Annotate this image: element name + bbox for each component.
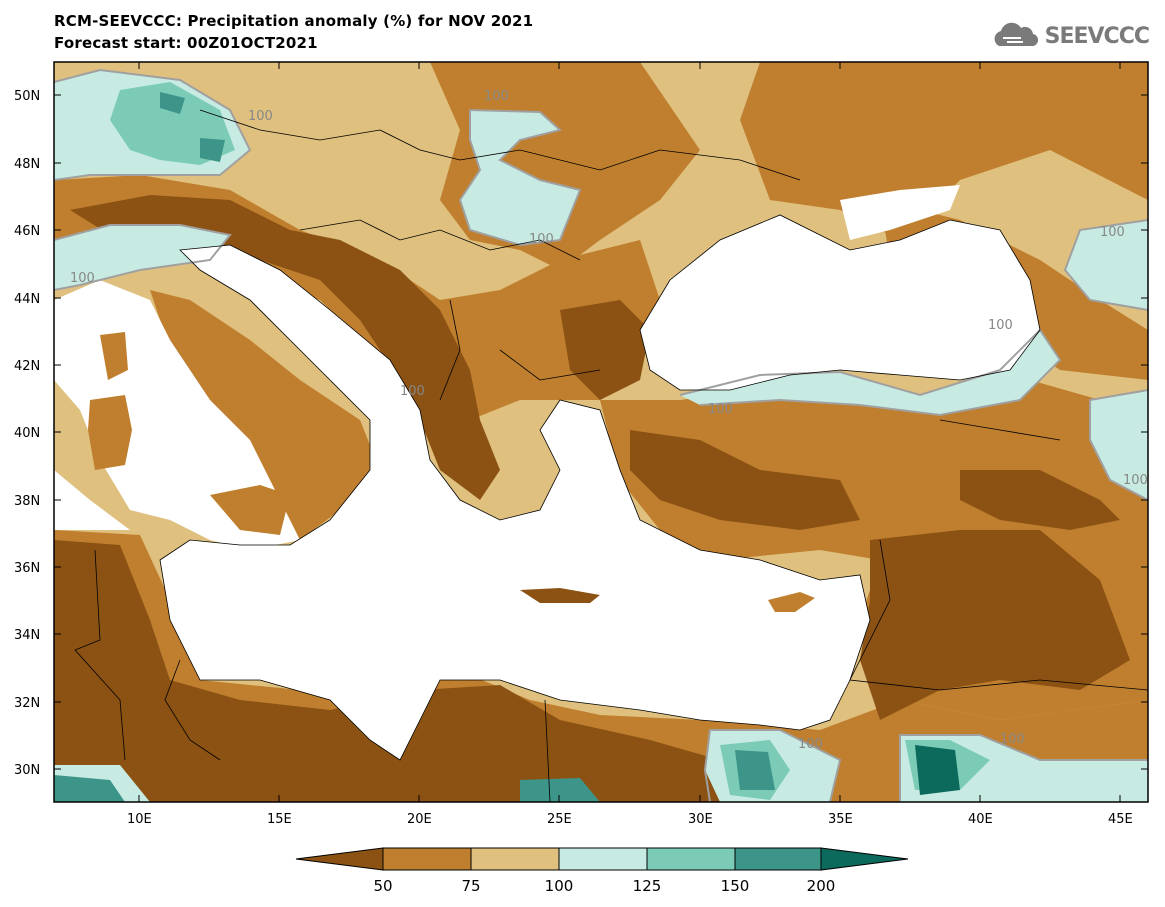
contour-label: 100 [70, 271, 95, 286]
contour-line-iraq [1089, 389, 1148, 501]
field-very-dry-central-anatolia [630, 430, 860, 530]
field-slightly-wet-iraq [1090, 390, 1148, 500]
field-very-dry-syria [860, 530, 1130, 720]
field-slightly-wet-north-italy [54, 225, 230, 290]
contour-label: 100 [248, 109, 273, 124]
field-slightly-wet-turkey-coast [680, 330, 1060, 415]
lat-tick-label: 40N [14, 426, 40, 441]
colorbar-label: 100 [545, 877, 574, 895]
field-slightly-wet-caspian [1065, 220, 1148, 310]
colorbar-segment [470, 847, 560, 871]
forecast-start-subtitle: Forecast start: 00Z01OCT2021 [54, 34, 318, 52]
logo-text: SEEVCCC [1044, 23, 1150, 49]
coastline-black-sea [639, 214, 1041, 391]
colorbar-label: 150 [721, 877, 750, 895]
lon-tick-label: 10E [127, 812, 152, 827]
lon-axis [138, 62, 1121, 802]
lon-tick-label: 25E [547, 812, 572, 827]
contour-label: 100 [1100, 225, 1125, 240]
lat-tick-label: 32N [14, 696, 40, 711]
field-very-wet-sinai [735, 750, 775, 790]
field-very-dry-dinarides [290, 230, 500, 500]
contour-label: 100 [400, 384, 425, 399]
contour-label: 100 [798, 737, 823, 752]
lat-labels: 50N 48N 46N 44N 42N 40N 38N 36N 34N 32N … [14, 89, 40, 778]
lat-tick-label: 48N [14, 157, 40, 172]
colorbar-segment [295, 847, 384, 871]
contour-line-turkey-coast [679, 328, 1062, 417]
colorbar-segment [734, 847, 822, 871]
colorbar [295, 847, 909, 871]
island-crete [520, 588, 600, 603]
sea-black-sea [640, 215, 1040, 390]
border-europe [199, 109, 1061, 441]
island-sicily [210, 485, 290, 535]
contour-label: 100 [1000, 732, 1025, 747]
field-dry-italy [150, 290, 380, 540]
contour-line-west-alps [54, 68, 252, 181]
cloud-logo-icon [994, 22, 1038, 47]
lon-tick-label: 45E [1108, 812, 1133, 827]
colorbar-labels: 50 75 100 125 150 200 [373, 877, 835, 895]
lat-tick-label: 30N [14, 763, 40, 778]
contour-line-saudi [899, 734, 1148, 802]
island-corsica [100, 332, 128, 380]
lon-tick-label: 40E [968, 812, 993, 827]
colorbar-segment [382, 847, 472, 871]
island-sardinia [88, 395, 132, 470]
lat-tick-label: 38N [14, 494, 40, 509]
map-title: RCM-SEEVCCC: Precipitation anomaly (%) f… [54, 12, 534, 30]
contour-label: 100 [1123, 473, 1148, 488]
contour-line-north-italy [54, 224, 232, 291]
island-cyprus [768, 592, 815, 612]
contour-lines [54, 68, 1148, 802]
contour-labels: 100 100 100 100 100 100 100 100 100 100 … [70, 89, 1148, 752]
colorbar-label: 200 [807, 877, 836, 895]
colorbar-segment [558, 847, 648, 871]
contour-label: 100 [484, 89, 509, 104]
border-north-africa [74, 539, 1148, 802]
field-slightly-wet-hungary [460, 110, 580, 245]
lat-axis [54, 94, 1148, 770]
colorbar-label: 50 [373, 877, 392, 895]
sea-azov [840, 185, 960, 240]
lat-tick-label: 46N [14, 224, 40, 239]
field-very-wet-arabia [915, 745, 960, 795]
colorbar-label: 75 [461, 877, 480, 895]
coastline-mediterranean [159, 244, 871, 761]
field-very-dry-east-turkey [960, 470, 1120, 530]
field-very-dry-bulgaria [560, 300, 650, 400]
colorbar-segment [646, 847, 736, 871]
contour-label: 100 [529, 232, 554, 247]
lon-tick-label: 30E [688, 812, 713, 827]
contour-line-caspian [1063, 219, 1148, 311]
lon-labels: 10E 15E 20E 25E 30E 35E 40E 45E [127, 812, 1133, 827]
lat-tick-label: 42N [14, 359, 40, 374]
colorbar-label: 125 [633, 877, 662, 895]
lat-tick-label: 34N [14, 628, 40, 643]
coastlines [74, 109, 1148, 802]
contour-label: 100 [708, 402, 733, 417]
lon-tick-label: 20E [407, 812, 432, 827]
lon-tick-label: 35E [828, 812, 853, 827]
sea-mediterranean [54, 245, 870, 760]
lat-tick-label: 44N [14, 292, 40, 307]
lon-tick-label: 15E [267, 812, 292, 827]
contour-line-sinai [703, 729, 842, 802]
lat-tick-label: 50N [14, 89, 40, 104]
lat-tick-label: 36N [14, 561, 40, 576]
field-very-wet-alps [160, 92, 225, 162]
contour-line-hungary [458, 108, 582, 247]
seevccc-logo: SEEVCCC [989, 22, 1150, 50]
field-very-wet-libya [54, 775, 600, 802]
contour-label: 100 [988, 318, 1013, 333]
colorbar-segment [820, 847, 909, 871]
anomaly-field [54, 62, 1148, 802]
field-very-dry-libya [54, 540, 800, 802]
